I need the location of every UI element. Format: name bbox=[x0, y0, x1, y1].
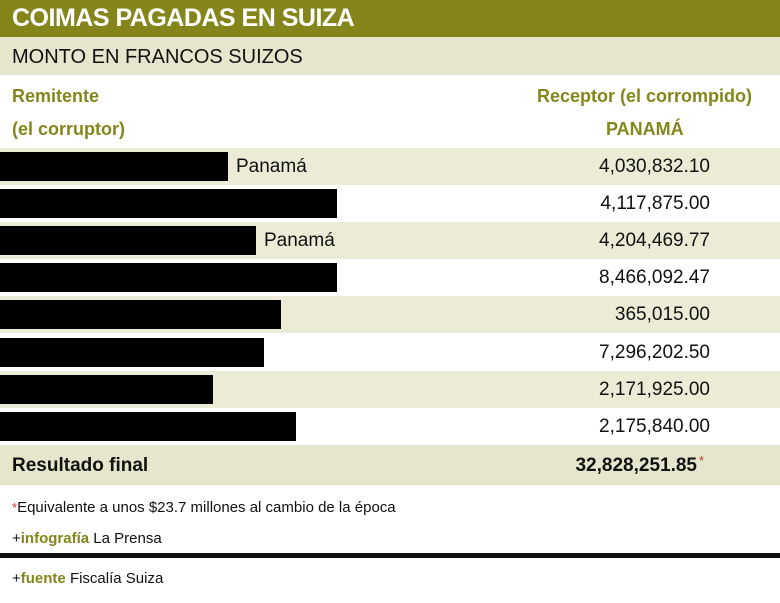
redaction bbox=[0, 189, 337, 219]
credit: +fuente Fiscalía Suiza bbox=[12, 570, 163, 587]
amount: 4,030,832.10 bbox=[599, 156, 710, 177]
redaction bbox=[0, 337, 264, 367]
redaction bbox=[0, 374, 213, 404]
asterisk: * bbox=[699, 453, 705, 468]
total-row bbox=[0, 445, 780, 485]
title-bar bbox=[0, 0, 780, 37]
title: COIMAS PAGADAS EN SUIZA bbox=[12, 4, 355, 32]
amount: 7,296,202.50 bbox=[599, 341, 710, 363]
sender: Panamá bbox=[264, 230, 335, 252]
column-header: Receptor (el corrompido) bbox=[537, 86, 753, 106]
footnote-text: Equivalente a unos $23.7 millones al cam… bbox=[17, 499, 396, 516]
redaction bbox=[0, 300, 281, 330]
credit-text: La Prensa bbox=[93, 530, 162, 547]
total-amount: 32,828,251.85 bbox=[575, 455, 697, 476]
amount: 4,117,875.00 bbox=[600, 193, 710, 215]
sender: Panamá bbox=[236, 156, 307, 177]
divider bbox=[0, 553, 780, 558]
credit-prefix: + bbox=[12, 570, 21, 587]
credit-text: Fiscalía Suiza bbox=[69, 570, 164, 587]
column-header: PANAMÁ bbox=[606, 119, 684, 139]
subtitle-bar bbox=[0, 37, 780, 75]
column-header: (el corruptor) bbox=[12, 119, 126, 139]
footnote: *Equivalente a unos $23.7 millones al ca… bbox=[12, 499, 396, 516]
amount: 4,204,469.77 bbox=[599, 230, 710, 252]
redaction bbox=[0, 152, 228, 181]
asterisk: * bbox=[12, 500, 18, 515]
credit: +infografía La Prensa bbox=[12, 530, 162, 547]
column-header: Remitente bbox=[12, 86, 100, 106]
redaction bbox=[0, 411, 296, 441]
redaction bbox=[0, 263, 337, 293]
amount: 8,466,092.47 bbox=[599, 267, 710, 289]
amount: 2,175,840.00 bbox=[599, 415, 710, 437]
credit-label: infografía bbox=[20, 530, 90, 547]
subtitle: MONTO EN FRANCOS SUIZOS bbox=[12, 46, 303, 68]
credit-label: fuente bbox=[20, 570, 66, 587]
credit-prefix: + bbox=[12, 530, 21, 547]
amount: 365,015.00 bbox=[614, 304, 710, 326]
amount: 2,171,925.00 bbox=[599, 378, 710, 400]
total-label: Resultado final bbox=[12, 455, 149, 476]
redaction bbox=[0, 226, 256, 256]
